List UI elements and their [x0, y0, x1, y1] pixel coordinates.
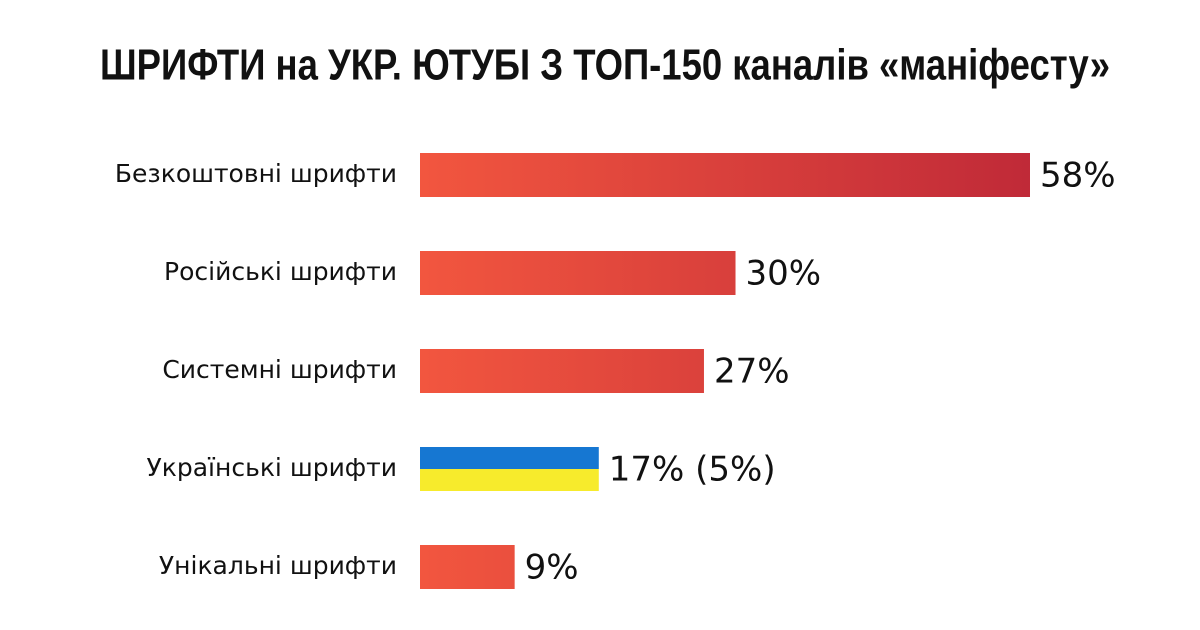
bar [420, 153, 1030, 197]
value-label: 9% [525, 548, 579, 588]
bar [420, 545, 515, 589]
category-label: Російські шрифти [164, 257, 397, 286]
bar [420, 349, 704, 393]
bar-top [420, 447, 599, 469]
bar [420, 251, 736, 295]
value-label: 27% [714, 352, 790, 392]
category-label: Українські шрифти [147, 453, 397, 482]
bar-bottom [420, 469, 599, 491]
value-label: 58% [1040, 156, 1116, 196]
chart-title: ШРИФТИ на УКР. ЮТУБІ З ТОП-150 каналів «… [100, 41, 1110, 90]
value-label: 30% [746, 254, 822, 294]
category-label: Безкоштовні шрифти [115, 159, 397, 188]
category-label: Системні шрифти [162, 355, 397, 384]
category-label: Унікальні шрифти [159, 551, 397, 580]
value-label: 17% (5%) [609, 450, 776, 490]
